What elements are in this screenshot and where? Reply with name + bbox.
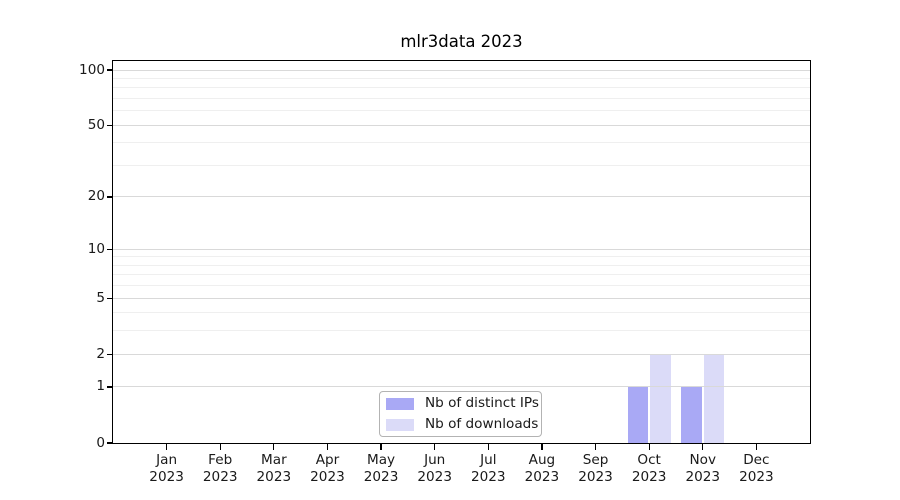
y-tick-label: 20 [87, 188, 105, 205]
x-tick-month: Feb [208, 452, 233, 468]
x-tick-month: Nov [689, 452, 717, 468]
x-tick-month: May [367, 452, 396, 468]
y-tick-label: 1 [96, 378, 105, 395]
x-tick-year: 2023 [578, 468, 613, 485]
gridline-minor [113, 285, 810, 287]
gridline-minor [113, 87, 810, 89]
chart-title: mlr3data 2023 [400, 32, 523, 51]
gridline-minor [113, 330, 810, 332]
x-tick-label: Dec 2023 [716, 452, 796, 485]
x-tick-label: Oct 2023 [609, 452, 689, 485]
gridline-minor [113, 274, 810, 276]
x-tick-month: Jan [156, 452, 178, 468]
legend-label: Nb of distinct IPs [425, 395, 539, 411]
x-tick-label: Feb 2023 [180, 452, 260, 485]
gridline-minor [113, 165, 810, 166]
x-tick-label: Mar 2023 [234, 452, 314, 485]
x-tick [273, 443, 275, 450]
gridline-major [113, 124, 810, 126]
x-tick-month: Dec [743, 452, 770, 468]
x-tick-year: 2023 [149, 468, 184, 485]
gridline-minor [113, 264, 810, 266]
x-tick-month: Jun [424, 452, 446, 468]
y-tick [106, 442, 113, 444]
gridline-minor [113, 142, 810, 144]
x-tick [434, 443, 436, 450]
x-tick-label: Apr 2023 [287, 452, 367, 485]
x-tick-month: Aug [528, 452, 556, 468]
x-tick-year: 2023 [202, 468, 238, 485]
y-tick-label: 0 [96, 434, 105, 451]
y-tick-label: 100 [79, 61, 105, 78]
y-tick-label: 2 [96, 345, 105, 362]
gridline-minor [113, 98, 810, 100]
x-tick [219, 443, 221, 450]
x-tick-year: 2023 [470, 468, 506, 485]
x-tick-year: 2023 [685, 468, 721, 485]
gridline-minor [113, 312, 810, 314]
gridline-major [113, 353, 810, 355]
gridline-major [113, 248, 810, 250]
x-tick-year: 2023 [256, 468, 292, 485]
x-tick [165, 443, 168, 450]
y-tick [106, 124, 113, 126]
x-tick-month: Mar [261, 452, 287, 468]
x-tick [380, 443, 382, 450]
legend-swatch-distinct-ips [386, 397, 414, 410]
x-tick-label: Aug 2023 [502, 452, 582, 485]
x-tick-month: Jul [480, 452, 497, 468]
x-tick [648, 443, 650, 450]
y-tick [106, 196, 113, 198]
x-tick-label: Jun 2023 [395, 452, 475, 485]
y-tick-label: 50 [87, 116, 105, 133]
x-tick-label: Nov 2023 [663, 452, 743, 485]
x-tick-month: Oct [637, 452, 661, 468]
bar-distinct-ips [627, 386, 649, 443]
legend-row: Nb of distinct IPs [380, 396, 541, 411]
x-tick-label: Jan 2023 [127, 452, 207, 485]
gridline-minor [113, 110, 810, 112]
gridline-major [113, 297, 810, 299]
x-tick [755, 443, 758, 450]
x-tick [594, 443, 597, 450]
x-tick-month: Sep [582, 452, 609, 468]
x-tick [702, 443, 704, 450]
x-tick-label: Jul 2023 [448, 452, 528, 485]
x-tick [541, 443, 543, 450]
x-tick [487, 443, 489, 450]
legend: Nb of distinct IPs Nb of downloads [379, 391, 542, 437]
x-tick-label: May 2023 [341, 452, 421, 485]
x-tick-year: 2023 [310, 468, 345, 485]
x-tick-year: 2023 [739, 468, 774, 485]
bar-distinct-ips [681, 386, 702, 443]
y-tick [106, 248, 113, 250]
y-tick-label: 10 [87, 240, 105, 257]
y-tick [106, 297, 113, 299]
x-tick [326, 443, 329, 450]
x-tick-year: 2023 [524, 468, 560, 485]
gridline-major [113, 69, 810, 71]
gridline-minor [113, 77, 810, 79]
gridline-major [113, 386, 810, 388]
gridline-minor [113, 256, 810, 258]
y-tick [106, 69, 113, 71]
legend-swatch-downloads [386, 418, 414, 431]
y-tick-label: 5 [96, 289, 105, 306]
y-tick [106, 386, 113, 388]
x-tick-month: Apr [315, 452, 340, 468]
legend-label: Nb of downloads [425, 416, 539, 432]
plot-border [111, 59, 812, 445]
legend-row: Nb of downloads [380, 417, 541, 432]
gridline-major [113, 196, 810, 198]
bar-downloads [703, 354, 725, 443]
x-tick-label: Sep 2023 [556, 452, 636, 485]
bar-downloads [650, 354, 671, 443]
x-tick-year: 2023 [631, 468, 667, 485]
y-tick [106, 353, 113, 355]
x-tick-year: 2023 [363, 468, 399, 485]
x-tick-year: 2023 [417, 468, 452, 485]
